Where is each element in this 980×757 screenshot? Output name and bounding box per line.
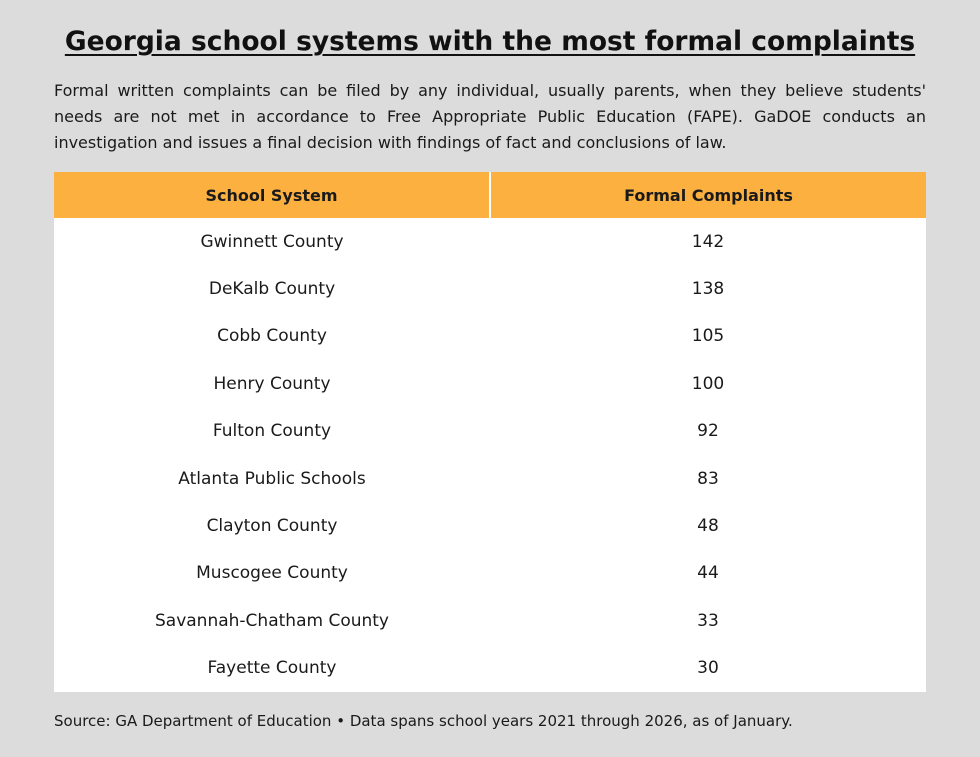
school-system-cell: Atlanta Public Schools [178,468,366,489]
school-system-cell: Savannah-Chatham County [155,610,389,631]
school-system-cell: Henry County [213,373,331,394]
school-system-cell: Muscogee County [196,563,348,584]
formal-complaints-cell: 105 [691,326,725,347]
table-row: Atlanta Public Schools 83 [54,455,926,502]
formal-complaints-cell: 83 [697,468,719,489]
school-system-cell: Cobb County [217,326,327,347]
school-system-cell: Gwinnett County [200,231,344,252]
table-row: Fayette County 30 [54,645,926,692]
school-system-cell: Fulton County [212,421,332,442]
formal-complaints-cell: 30 [697,658,719,679]
table-row: Muscogee County 44 [54,550,926,597]
table-row: Henry County 100 [54,360,926,407]
school-system-cell: Clayton County [206,516,338,537]
complaints-table-container: School System Formal Complaints Gwinnett… [54,172,926,692]
table-row: Gwinnett County 142 [54,218,926,265]
formal-complaints-cell: 138 [691,279,725,300]
table-body: Gwinnett County 142 DeKalb County 138 Cobb C… [54,218,926,692]
table-header: School System Formal Complaints [54,172,926,218]
school-system-cell: Fayette County [207,658,337,679]
source-footnote: Source: GA Department of Education • Dat… [54,712,793,730]
formal-complaints-cell: 48 [697,516,719,537]
formal-complaints-cell: 44 [697,563,719,584]
table-row: DeKalb County 138 [54,265,926,312]
intro-text: Formal written complaints can be filed b… [54,81,926,152]
formal-complaints-cell: 142 [691,231,725,252]
page-title: Georgia school systems with the most for… [64,26,916,57]
table-row: Savannah-Chatham County 33 [54,597,926,644]
table-row: Clayton County 48 [54,502,926,549]
complaints-table: School System Formal Complaints Gwinnett… [54,172,926,692]
table-row: Cobb County 105 [54,313,926,360]
column-header-formal-complaints: Formal Complaints [490,172,926,218]
school-system-cell: DeKalb County [208,279,336,300]
formal-complaints-cell: 100 [691,373,725,394]
table-row: Fulton County 92 [54,408,926,455]
column-header-school-system: School System [54,172,491,218]
formal-complaints-cell: 92 [697,421,719,442]
formal-complaints-cell: 33 [697,610,719,631]
header-row: School System Formal Complaints [54,172,926,218]
